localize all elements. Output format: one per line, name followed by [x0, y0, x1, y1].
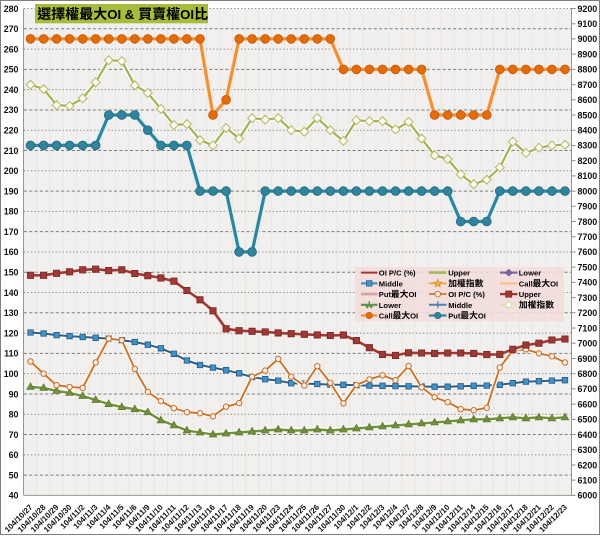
svg-text:60: 60 [9, 450, 19, 460]
svg-text:OI: OI [408, 290, 416, 299]
svg-text:6600: 6600 [578, 399, 598, 409]
svg-text:7900: 7900 [578, 202, 598, 212]
svg-text:170: 170 [4, 227, 19, 237]
svg-text:Upper: Upper [519, 290, 541, 299]
svg-text:7700: 7700 [578, 232, 598, 242]
svg-text:Lower: Lower [519, 269, 541, 278]
svg-text:8000: 8000 [578, 186, 598, 196]
svg-text:6700: 6700 [578, 384, 598, 394]
svg-text:Middle: Middle [379, 279, 403, 288]
svg-text:6900: 6900 [578, 354, 598, 364]
svg-text:7800: 7800 [578, 217, 598, 227]
svg-text:Call: Call [379, 312, 393, 321]
svg-text:230: 230 [4, 105, 19, 115]
svg-text:160: 160 [4, 247, 19, 257]
svg-text:220: 220 [4, 126, 19, 136]
svg-text:Lower: Lower [379, 301, 401, 310]
svg-text:8900: 8900 [578, 49, 598, 59]
svg-text:8300: 8300 [578, 141, 598, 151]
svg-text:240: 240 [4, 85, 19, 95]
svg-text:Upper: Upper [448, 269, 470, 278]
svg-text:OI: OI [550, 279, 558, 288]
svg-text:9100: 9100 [578, 19, 598, 29]
svg-text:6400: 6400 [578, 430, 598, 440]
svg-text:OI: OI [478, 312, 486, 321]
svg-text:190: 190 [4, 186, 19, 196]
svg-text:7400: 7400 [578, 278, 598, 288]
svg-text:Call: Call [519, 279, 533, 288]
svg-text:8500: 8500 [578, 110, 598, 120]
svg-text:6200: 6200 [578, 460, 598, 470]
svg-text:200: 200 [4, 166, 19, 176]
svg-text:80: 80 [9, 410, 19, 420]
svg-text:6300: 6300 [578, 445, 598, 455]
svg-text:40: 40 [9, 491, 19, 501]
svg-text:100: 100 [4, 369, 19, 379]
svg-text:OI P/C (%): OI P/C (%) [448, 290, 485, 299]
svg-text:7500: 7500 [578, 263, 598, 273]
svg-text:6000: 6000 [578, 491, 598, 501]
svg-text:OI: OI [180, 7, 194, 22]
svg-text:180: 180 [4, 207, 19, 217]
svg-text:6100: 6100 [578, 476, 598, 486]
svg-text:7300: 7300 [578, 293, 598, 303]
svg-text:8700: 8700 [578, 80, 598, 90]
svg-text:140: 140 [4, 288, 19, 298]
svg-text:90: 90 [9, 389, 19, 399]
svg-text:OI P/C (%): OI P/C (%) [379, 269, 416, 278]
svg-text:50: 50 [9, 470, 19, 480]
svg-text:280: 280 [4, 4, 19, 14]
svg-text:120: 120 [4, 328, 19, 338]
svg-text:Put: Put [379, 290, 392, 299]
svg-text:8400: 8400 [578, 126, 598, 136]
svg-text:7200: 7200 [578, 308, 598, 318]
svg-text:8200: 8200 [578, 156, 598, 166]
svg-text:8100: 8100 [578, 171, 598, 181]
svg-text:OI: OI [410, 312, 418, 321]
svg-text:260: 260 [4, 44, 19, 54]
svg-text:210: 210 [4, 146, 19, 156]
svg-text:150: 150 [4, 268, 19, 278]
svg-text:110: 110 [4, 349, 18, 359]
svg-text:250: 250 [4, 65, 19, 75]
svg-text:6800: 6800 [578, 369, 598, 379]
svg-text:8600: 8600 [578, 95, 598, 105]
svg-text:Middle: Middle [448, 301, 472, 310]
svg-text:OI &: OI & [107, 7, 135, 22]
svg-text:9200: 9200 [578, 4, 598, 14]
svg-text:270: 270 [4, 24, 19, 34]
svg-text:70: 70 [9, 430, 19, 440]
svg-text:7000: 7000 [578, 339, 598, 349]
svg-text:130: 130 [4, 308, 19, 318]
svg-text:8800: 8800 [578, 65, 598, 75]
svg-text:7100: 7100 [578, 323, 598, 333]
svg-text:6500: 6500 [578, 415, 598, 425]
svg-text:Put: Put [448, 312, 461, 321]
svg-text:9000: 9000 [578, 34, 598, 44]
svg-text:7600: 7600 [578, 247, 598, 257]
